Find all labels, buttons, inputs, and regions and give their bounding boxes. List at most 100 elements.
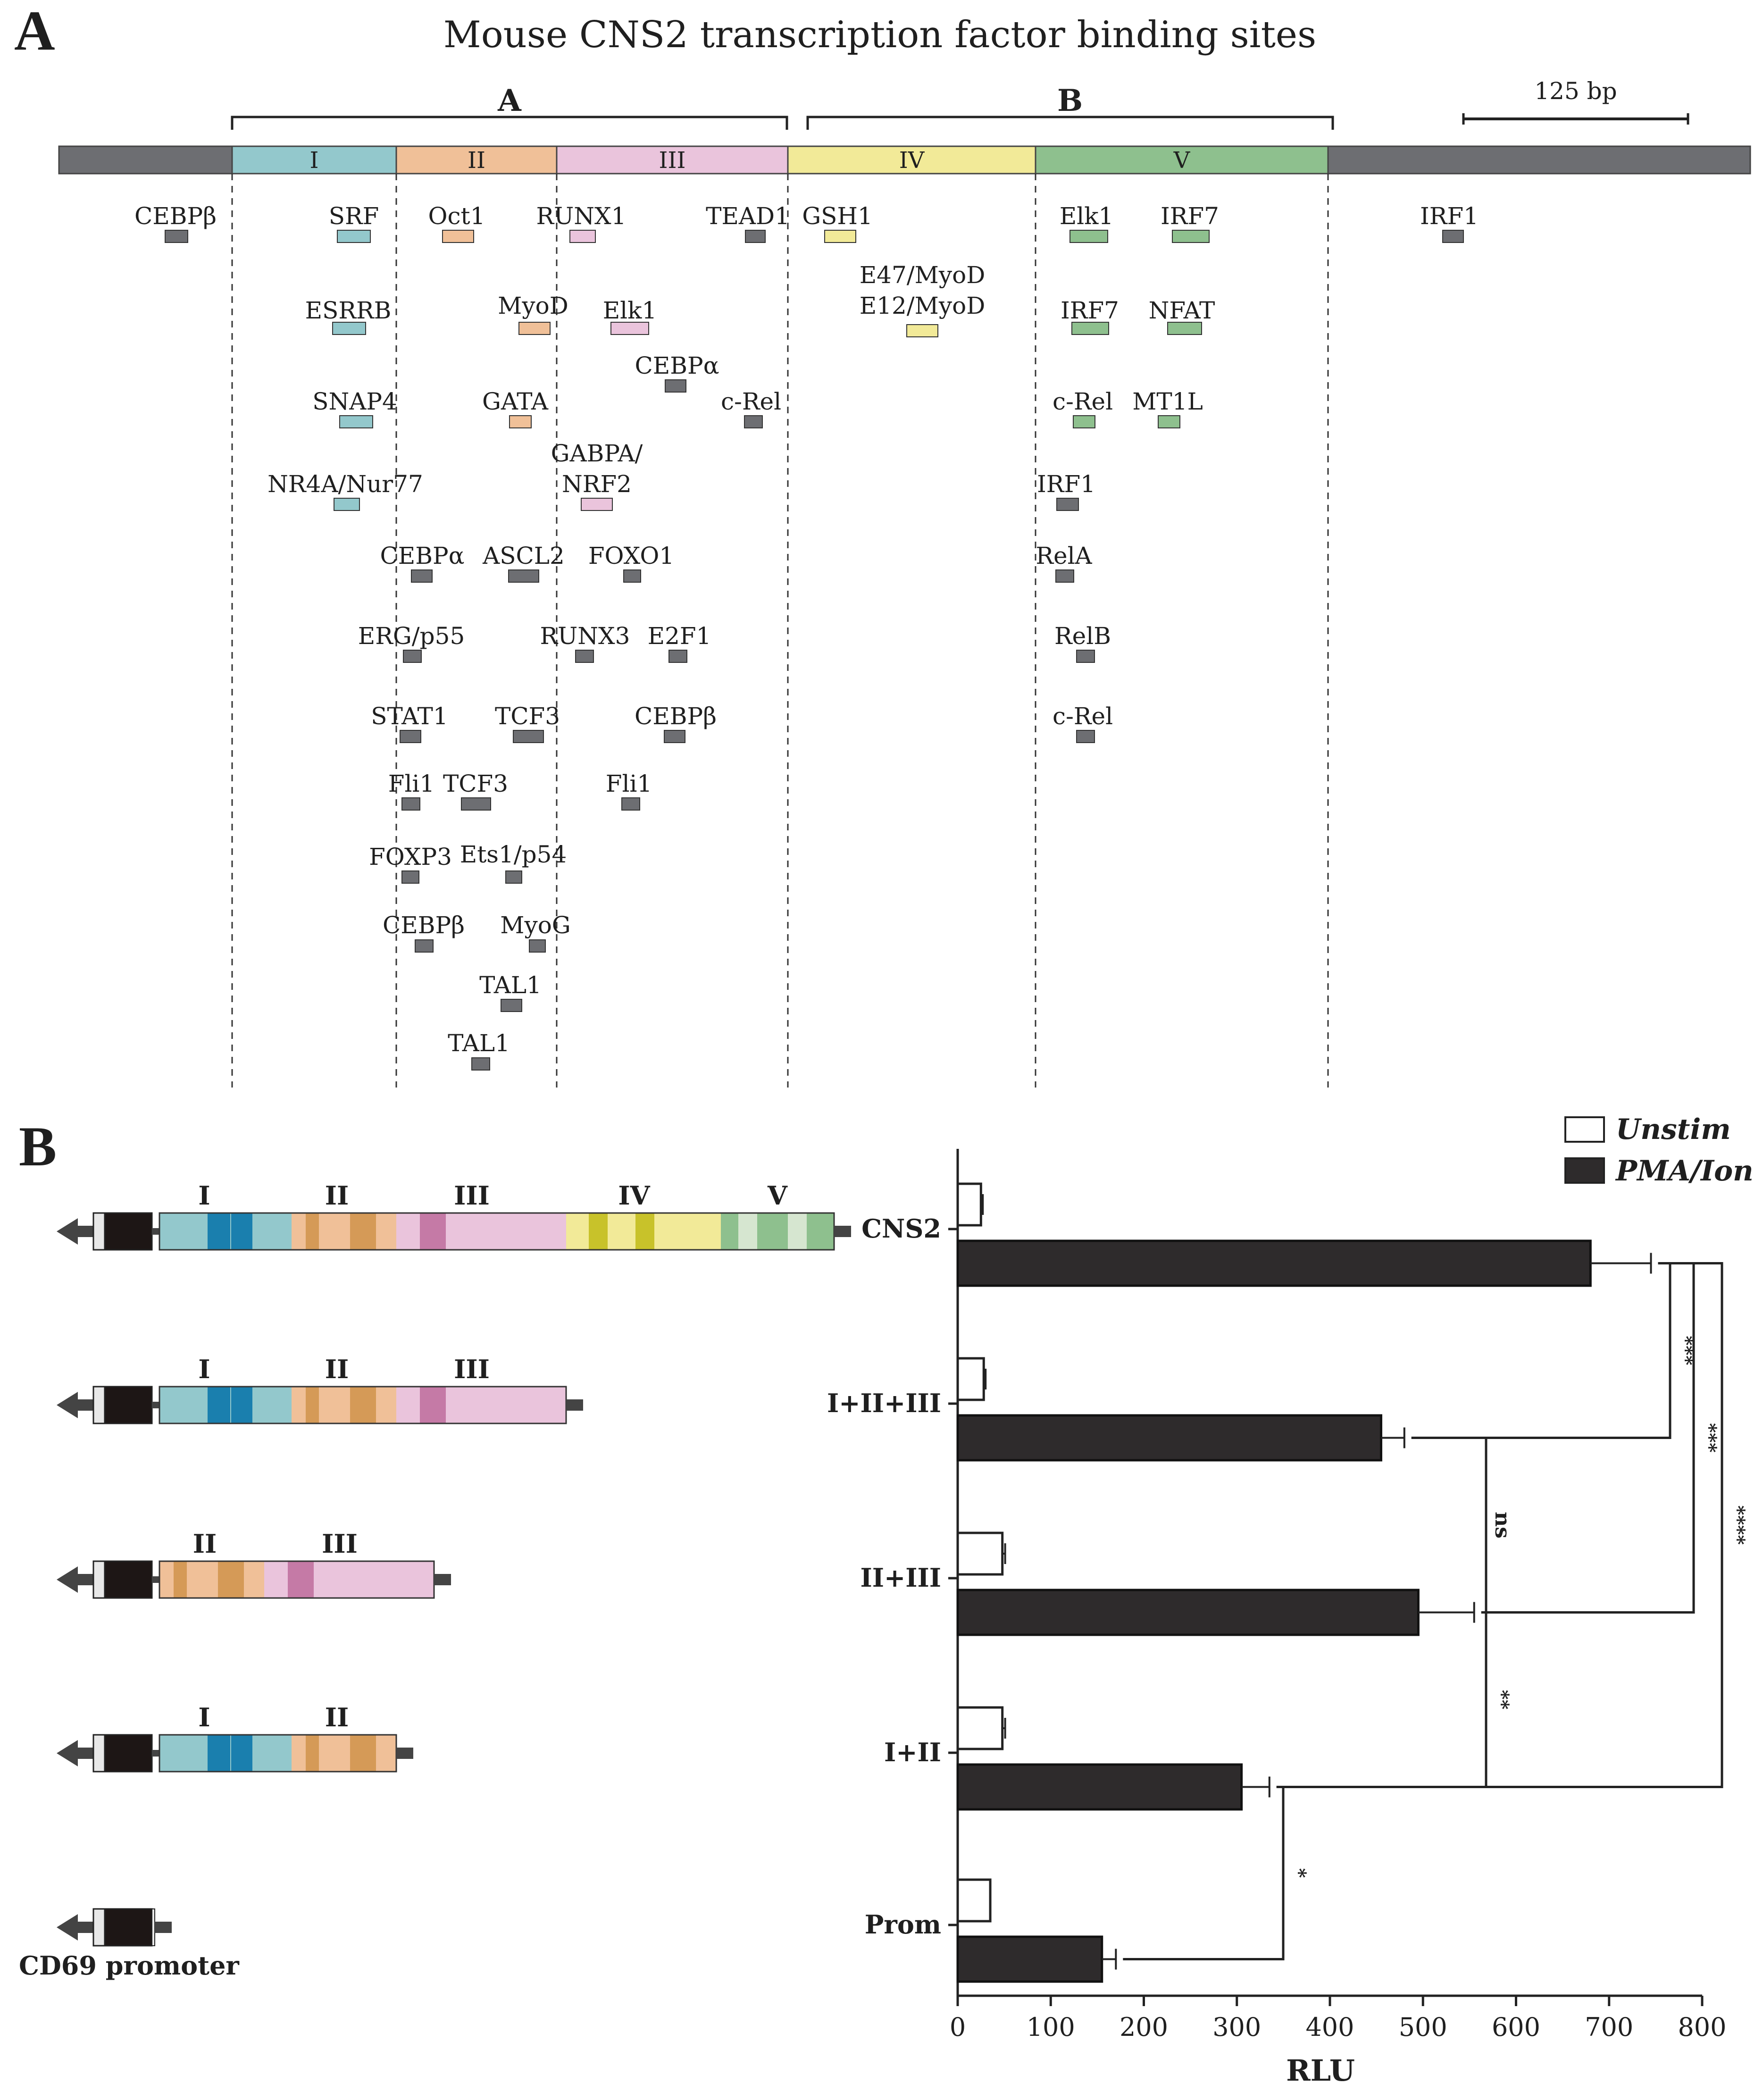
bar-pma-ion [956,1589,1420,1636]
construct-3: II III [57,1529,451,1599]
tf-site-box [569,230,596,243]
x-tick-label: 600 [1492,2012,1540,2042]
construct-band [306,1735,319,1772]
tf-label: TCF3 [495,703,560,730]
construct-tail [155,1922,172,1933]
significance-bracket [1123,1786,1285,1960]
construct-band [760,1213,788,1250]
tf-site-box [1056,498,1079,511]
x-tick-label: 700 [1585,2012,1633,2042]
construct-tail [396,1748,413,1759]
tf-label: Ets1/p54 [460,841,567,868]
tf-label: GATA [482,388,549,415]
significance-label: * [1288,1868,1310,1878]
x-axis-label: RLU [1286,2053,1355,2088]
tf-site-box [529,939,546,953]
significance-bracket [1411,1437,1487,1614]
tf-site-box [906,324,938,337]
category-label: I+II+III [827,1388,941,1418]
construct-segment-label: II [193,1529,217,1559]
tf-label: ERG/p55 [358,622,465,650]
legend-label-unstim: Unstim [1616,1113,1731,1146]
tf-label: CEBPα [380,542,465,569]
construct-band [231,1387,252,1423]
x-tick-label: 500 [1399,2012,1447,2042]
tf-site-box [1055,569,1074,583]
tf-label: IRF1 [1420,202,1479,230]
promoter-arrow-icon [57,1740,94,1766]
significance-label: ** [1491,1690,1513,1710]
construct-band [288,1561,314,1598]
promoter-arrow-icon [57,1566,94,1593]
bar-unstim [956,1182,982,1227]
tf-site-box [1442,230,1464,243]
chart-legend: Unstim PMA/Ion [1564,1113,1754,1188]
tf-label: SNAP4 [312,388,397,415]
tf-site-box [581,498,613,511]
tf-label: RUNX3 [540,622,630,650]
tf-label: E12/MyoD [860,292,986,319]
construct-band [208,1387,230,1423]
segment-II [395,145,558,175]
category-label: II+III [860,1563,941,1593]
construct-segment-label: I [198,1702,210,1732]
significance-label: **** [1727,1506,1749,1545]
construct-segment-label: V [767,1180,788,1211]
bar-pma-ion [956,1414,1382,1462]
tf-site-box [461,797,491,811]
tf-site-box [665,379,686,393]
promoter-block [104,1386,153,1424]
construct-band [218,1561,244,1598]
x-tick-label: 800 [1678,2012,1726,2042]
tf-site-box [1167,322,1202,335]
construct-band [306,1213,319,1250]
promoter-light-block [92,1560,106,1599]
tf-site-box [401,870,419,884]
tf-site-box [403,650,422,663]
tf-label: IRF7 [1061,297,1119,324]
promoter-block [104,1212,153,1251]
tf-label: MyoD [498,292,568,319]
x-tick-label: 100 [1027,2012,1075,2042]
promoter-light-block [92,1908,106,1947]
flank-left [58,145,233,175]
tf-site-box [745,230,766,243]
promoter-arrow-icon [57,1392,94,1418]
segment-IV [787,145,1036,175]
tf-label: FOXP3 [369,843,452,870]
construct-segment-label: IV [618,1180,650,1211]
tf-label: GABPA/ [551,440,643,467]
construct-tail [434,1574,451,1585]
construct-tail [834,1226,851,1237]
bar-unstim [956,1878,992,1923]
bar-pma-ion [956,1239,1592,1287]
construct-segment-label: I [198,1354,210,1384]
segment-label-I: I [310,147,319,174]
tf-label: E47/MyoD [860,261,986,289]
tf-site-box [400,730,421,743]
construct-segment-label: III [454,1180,490,1211]
tf-label: FOXO1 [588,542,674,569]
panel-a-title: Mouse CNS2 transcription factor binding … [443,14,1316,56]
tf-site-box [623,569,641,583]
construct-band [350,1735,376,1772]
tf-site-box [337,230,371,243]
bracket-b [806,116,1334,130]
tf-site-box [744,415,763,428]
tf-label: GSH1 [802,202,873,230]
linker [152,1402,159,1408]
panel-b-letter: B [19,1115,57,1178]
category-label: CNS2 [861,1213,941,1244]
tf-site-box [824,230,856,243]
tf-label: MT1L [1132,388,1203,415]
tf-site-box [1073,415,1095,428]
construct-band [589,1213,608,1250]
construct-band [420,1213,446,1250]
construct-band [208,1213,230,1250]
tf-label: CEBPα [635,352,719,379]
tf-label: TAL1 [448,1029,510,1057]
tf-site-box [518,322,551,335]
construct-segment-label: II [325,1702,349,1732]
bar-pma-ion [956,1935,1103,1983]
